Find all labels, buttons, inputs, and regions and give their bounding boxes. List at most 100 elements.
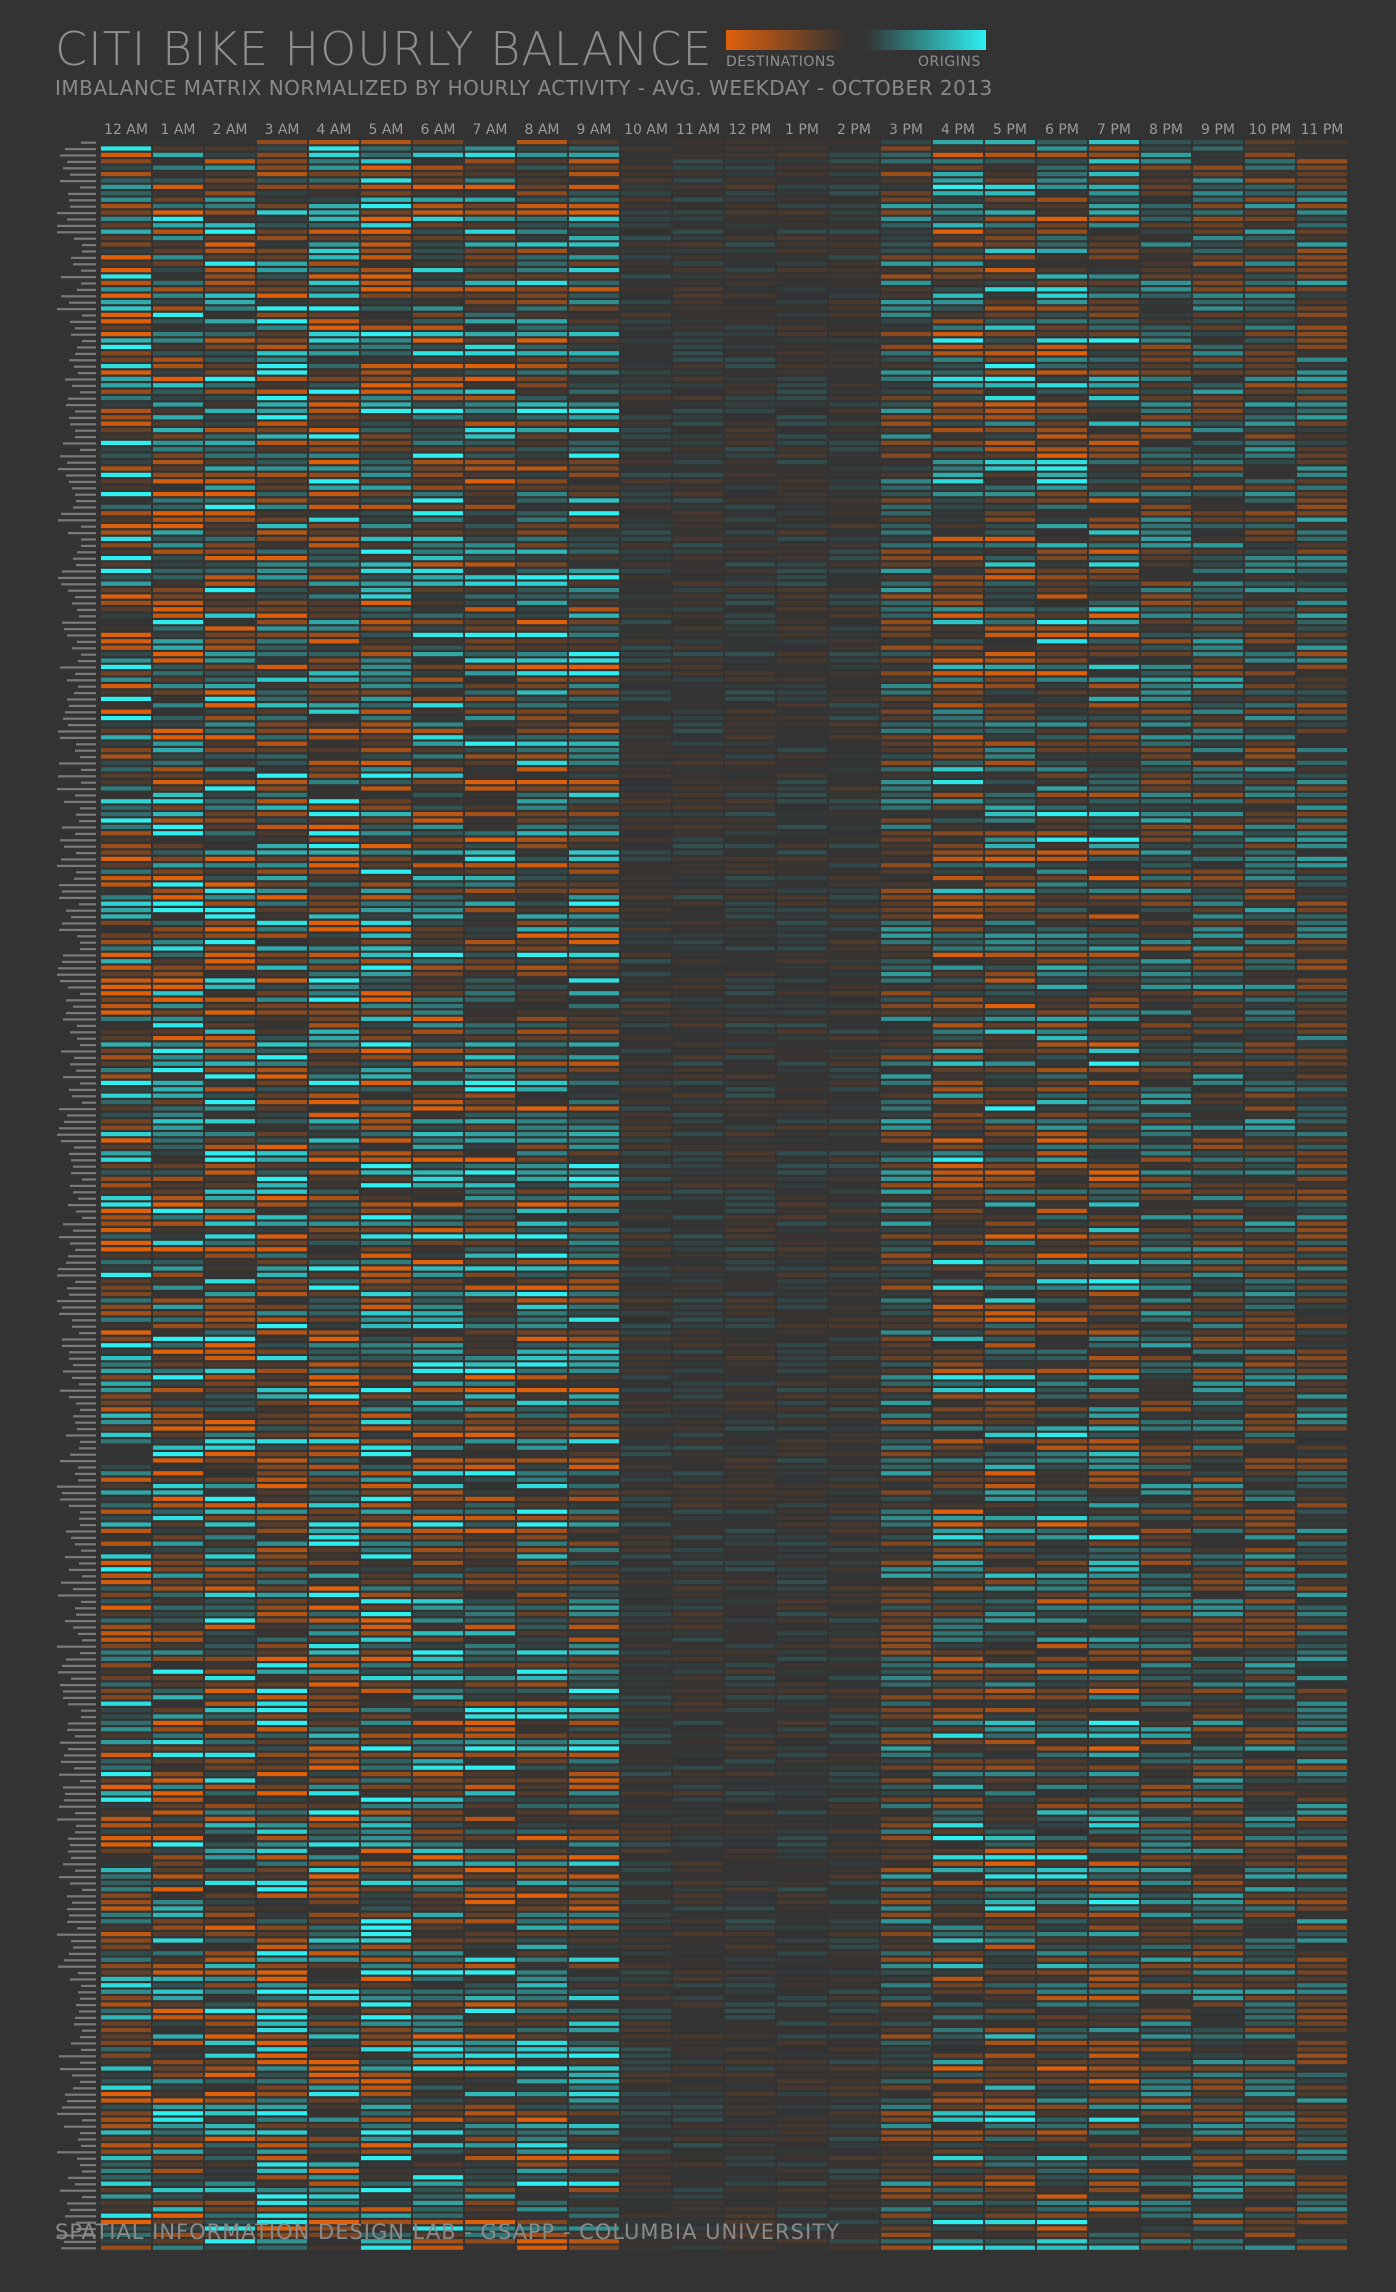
matrix-cell xyxy=(1193,1375,1243,1380)
matrix-cell xyxy=(829,780,879,785)
matrix-cell xyxy=(517,549,567,554)
matrix-cell xyxy=(361,940,411,945)
matrix-cell xyxy=(153,1349,203,1354)
matrix-cell xyxy=(1245,396,1295,401)
matrix-cell xyxy=(1245,1138,1295,1143)
matrix-cell xyxy=(309,626,359,631)
matrix-cell xyxy=(361,376,411,381)
matrix-cell xyxy=(621,1119,671,1124)
matrix-cell xyxy=(413,376,463,381)
matrix-cell xyxy=(1193,1234,1243,1239)
matrix-cell xyxy=(361,837,411,842)
matrix-cell xyxy=(569,1144,619,1149)
matrix-cell xyxy=(725,620,775,625)
matrix-cell xyxy=(985,1144,1035,1149)
matrix-cell xyxy=(517,600,567,605)
matrix-cell xyxy=(673,530,723,535)
matrix-cell xyxy=(673,1023,723,1028)
matrix-cell xyxy=(101,1138,151,1143)
matrix-cell xyxy=(465,645,515,650)
matrix-cell xyxy=(1297,428,1347,433)
matrix-cell xyxy=(517,818,567,823)
matrix-cell xyxy=(621,805,671,810)
station-row-label xyxy=(67,698,96,701)
matrix-cell xyxy=(673,1164,723,1169)
matrix-cell xyxy=(153,479,203,484)
matrix-cell xyxy=(777,664,827,669)
matrix-cell xyxy=(1089,780,1139,785)
matrix-cell xyxy=(881,959,931,964)
matrix-cell xyxy=(205,165,255,170)
matrix-cell xyxy=(1193,140,1243,145)
matrix-cell xyxy=(881,1138,931,1143)
matrix-cell xyxy=(361,645,411,650)
matrix-cell xyxy=(361,549,411,554)
matrix-cell xyxy=(1193,869,1243,874)
matrix-cell xyxy=(881,351,931,356)
matrix-cell xyxy=(257,1317,307,1322)
matrix-cell xyxy=(413,1266,463,1271)
matrix-cell xyxy=(1245,869,1295,874)
matrix-cell xyxy=(621,242,671,247)
matrix-cell xyxy=(933,933,983,938)
matrix-cell xyxy=(413,1298,463,1303)
matrix-cell xyxy=(309,1381,359,1386)
matrix-cell xyxy=(101,716,151,721)
matrix-cell xyxy=(1297,236,1347,241)
matrix-cell xyxy=(1141,818,1191,823)
matrix-cell xyxy=(309,671,359,676)
matrix-cell xyxy=(777,300,827,305)
matrix-cell xyxy=(1089,671,1139,676)
matrix-cell xyxy=(413,716,463,721)
matrix-cell xyxy=(1089,428,1139,433)
matrix-cell xyxy=(413,824,463,829)
matrix-cell xyxy=(1193,780,1243,785)
matrix-cell xyxy=(1037,204,1087,209)
matrix-cell xyxy=(309,664,359,669)
matrix-cell xyxy=(153,754,203,759)
matrix-cell xyxy=(361,818,411,823)
matrix-cell xyxy=(881,831,931,836)
matrix-cell xyxy=(257,1189,307,1194)
matrix-cell xyxy=(1245,146,1295,151)
matrix-cell xyxy=(1245,223,1295,228)
matrix-cell xyxy=(1193,530,1243,535)
matrix-cell xyxy=(1037,709,1087,714)
matrix-cell xyxy=(881,1324,931,1329)
matrix-cell xyxy=(777,261,827,266)
matrix-cell xyxy=(569,869,619,874)
matrix-cell xyxy=(621,901,671,906)
matrix-cell xyxy=(1141,696,1191,701)
matrix-cell xyxy=(153,722,203,727)
matrix-cell xyxy=(1193,1068,1243,1073)
matrix-cell xyxy=(1089,664,1139,669)
matrix-cell xyxy=(517,645,567,650)
matrix-cell xyxy=(725,767,775,772)
hour-label: 9 PM xyxy=(1201,122,1235,138)
matrix-cell xyxy=(569,780,619,785)
matrix-cell xyxy=(361,1228,411,1233)
matrix-cell xyxy=(621,319,671,324)
matrix-cell xyxy=(569,1292,619,1297)
matrix-cell xyxy=(569,261,619,266)
matrix-cell xyxy=(881,997,931,1002)
matrix-cell xyxy=(1245,1112,1295,1117)
matrix-cell xyxy=(1037,1004,1087,1009)
matrix-cell xyxy=(673,908,723,913)
matrix-cell xyxy=(101,1336,151,1341)
matrix-cell xyxy=(309,408,359,413)
matrix-cell xyxy=(361,844,411,849)
matrix-cell xyxy=(309,920,359,925)
station-row-label xyxy=(68,192,96,195)
matrix-cell xyxy=(985,1151,1035,1156)
matrix-cell xyxy=(1037,1336,1087,1341)
matrix-cell xyxy=(257,1074,307,1079)
matrix-cell xyxy=(101,543,151,548)
station-row-label xyxy=(60,980,96,983)
matrix-cell xyxy=(881,748,931,753)
matrix-cell xyxy=(1297,1144,1347,1149)
matrix-cell xyxy=(621,287,671,292)
matrix-cell xyxy=(465,415,515,420)
matrix-cell xyxy=(361,152,411,157)
matrix-cell xyxy=(777,210,827,215)
